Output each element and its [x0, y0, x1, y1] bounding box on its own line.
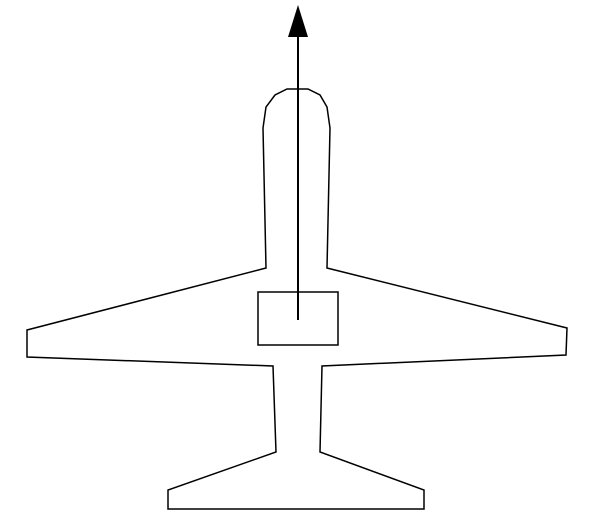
heading-arrow-head — [288, 5, 308, 37]
aircraft-outline — [26, 88, 568, 510]
